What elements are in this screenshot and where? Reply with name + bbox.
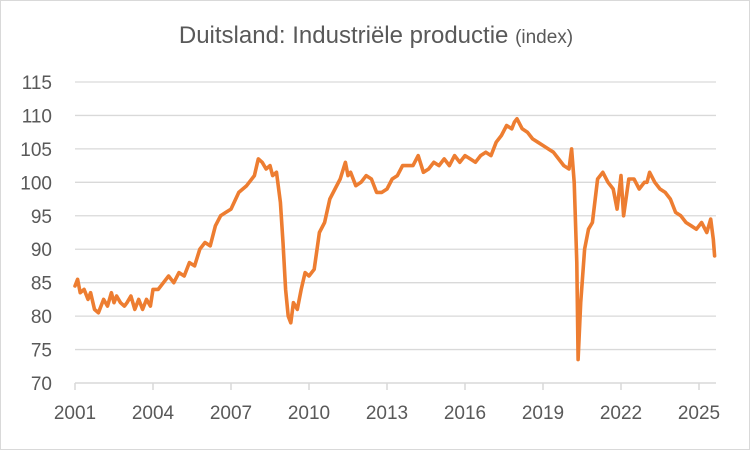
x-tick-label: 2004 bbox=[132, 403, 175, 424]
y-tick-label: 115 bbox=[22, 73, 52, 94]
y-tick-label: 75 bbox=[31, 341, 52, 362]
x-tick-label: 2001 bbox=[54, 403, 96, 424]
x-tick-label: 2010 bbox=[288, 403, 330, 424]
x-tick-label: 2025 bbox=[678, 403, 720, 424]
x-tick-label: 2022 bbox=[600, 403, 642, 424]
series-group bbox=[73, 117, 717, 362]
chart-title: Duitsland: Industriële productie (index) bbox=[0, 22, 752, 50]
y-tick-label: 100 bbox=[20, 173, 52, 194]
y-tick-label: 95 bbox=[31, 207, 52, 228]
y-axis-tick-labels: 70 75 80 85 90 95 100 105 110 115 bbox=[20, 73, 52, 395]
x-tick-label: 2013 bbox=[366, 403, 408, 424]
y-tick-label: 110 bbox=[22, 106, 52, 127]
x-tick-label: 2019 bbox=[522, 403, 564, 424]
x-tick-label: 2007 bbox=[210, 403, 252, 424]
y-tick-label: 90 bbox=[31, 240, 52, 261]
x-axis-tick-labels: 2001 2004 2007 2010 2013 2016 2019 2022 2025 bbox=[54, 403, 720, 424]
y-tick-label: 70 bbox=[31, 374, 52, 395]
y-tick-label: 85 bbox=[31, 274, 52, 295]
x-tick-label: 2016 bbox=[444, 403, 486, 424]
x-axis bbox=[74, 382, 716, 390]
gridlines bbox=[75, 81, 716, 351]
y-tick-label: 105 bbox=[20, 140, 52, 161]
y-tick-label: 80 bbox=[31, 307, 52, 328]
series-line bbox=[73, 117, 717, 362]
chart-title-suffix: (index) bbox=[515, 27, 574, 48]
chart-title-main: Duitsland: Industriële productie bbox=[178, 22, 509, 49]
